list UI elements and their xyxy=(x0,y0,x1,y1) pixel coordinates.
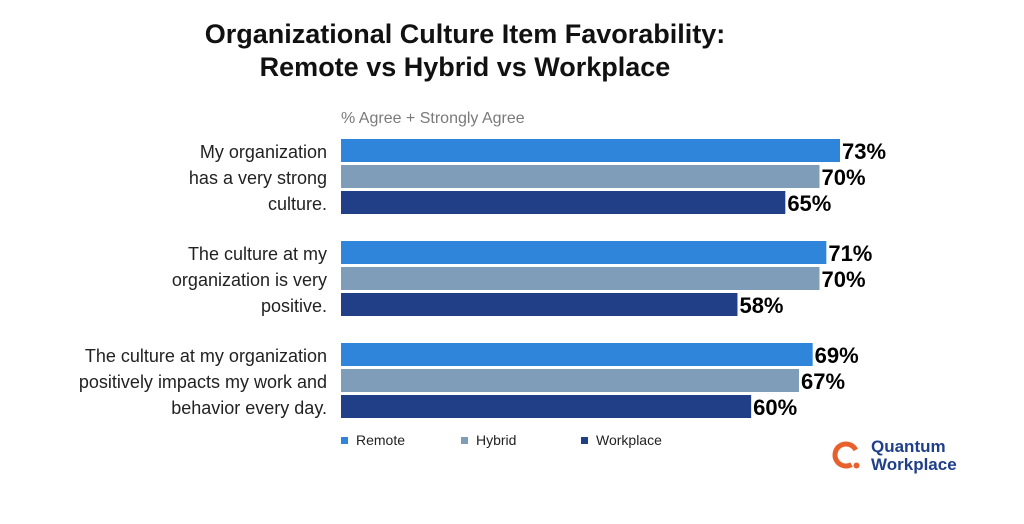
logo-text-line-1: Quantum xyxy=(871,437,946,456)
bar-workplace-3 xyxy=(341,395,752,418)
bar-hybrid-3 xyxy=(341,369,799,392)
chart-title-line-1: Organizational Culture Item Favorability… xyxy=(204,19,726,49)
category-label-2-line-2: organization is very xyxy=(172,270,327,290)
legend-label-workplace: Workplace xyxy=(596,432,662,448)
bar-remote-1 xyxy=(341,139,840,162)
value-label-hybrid-1: 70% xyxy=(821,165,865,190)
value-label-hybrid-2: 70% xyxy=(821,267,865,292)
category-label-3-line-1: The culture at my organization xyxy=(85,346,327,366)
bar-hybrid-1 xyxy=(341,165,820,188)
legend-label-hybrid: Hybrid xyxy=(476,432,517,448)
category-label-1-line-1: My organization xyxy=(200,142,327,162)
chart-title: Organizational Culture Item Favorability… xyxy=(0,18,930,84)
category-label-2-line-1: The culture at my xyxy=(188,244,327,264)
logo-mark-icon xyxy=(832,441,860,469)
category-label-3-line-3: behavior every day. xyxy=(171,398,327,418)
category-label-1-line-3: culture. xyxy=(268,194,327,214)
bar-remote-2 xyxy=(341,241,827,264)
legend-item-hybrid: Hybrid xyxy=(461,432,581,448)
bar-workplace-1 xyxy=(341,191,786,214)
value-label-remote-1: 73% xyxy=(842,139,886,164)
legend: Remote Hybrid Workplace xyxy=(341,432,701,448)
chart-title-line-2: Remote vs Hybrid vs Workplace xyxy=(259,52,671,82)
bar-remote-3 xyxy=(341,343,813,366)
legend-item-workplace: Workplace xyxy=(581,432,701,448)
value-label-remote-2: 71% xyxy=(828,241,872,266)
value-label-hybrid-3: 67% xyxy=(801,369,845,394)
legend-swatch-workplace xyxy=(581,436,588,444)
legend-label-remote: Remote xyxy=(356,432,406,448)
value-label-workplace-1: 65% xyxy=(787,191,831,216)
chart-subtitle: % Agree + Strongly Agree xyxy=(341,110,525,127)
category-label-2-line-3: positive. xyxy=(261,296,327,316)
quantum-workplace-logo: Quantum Workplace xyxy=(831,438,957,474)
legend-swatch-remote xyxy=(341,436,348,444)
value-label-workplace-3: 60% xyxy=(753,395,797,420)
legend-item-remote: Remote xyxy=(341,432,461,448)
category-label-1-line-2: has a very strong xyxy=(189,168,327,188)
bar-hybrid-2 xyxy=(341,267,820,290)
value-label-remote-3: 69% xyxy=(815,343,859,368)
logo-text: Quantum Workplace xyxy=(871,438,957,474)
logo-text-line-2: Workplace xyxy=(871,455,957,474)
bar-workplace-2 xyxy=(341,293,738,316)
legend-swatch-hybrid xyxy=(461,436,468,444)
value-label-workplace-2: 58% xyxy=(739,293,783,318)
category-label-3-line-2: positively impacts my work and xyxy=(79,372,327,392)
